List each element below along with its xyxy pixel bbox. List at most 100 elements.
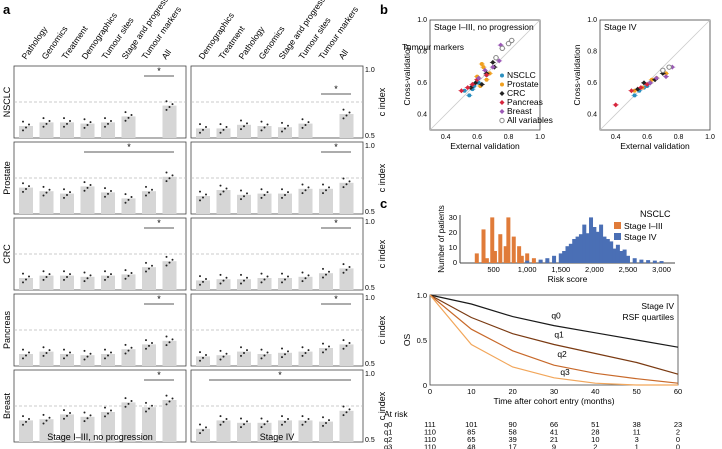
histogram-bar (646, 260, 651, 263)
panel-label-c: c (380, 196, 387, 211)
x-tick-label: 0.6 (472, 134, 482, 141)
replicate-dot (225, 417, 228, 420)
identity-line (599, 19, 711, 131)
scatter-point (638, 85, 644, 91)
x-tick-label: 3,000 (652, 265, 671, 274)
plot-title: Stage I–III, no progression (434, 22, 534, 32)
bar (319, 421, 333, 442)
scatter-point (476, 75, 482, 81)
replicate-dot (348, 111, 351, 114)
y-tick-label: 1.0 (587, 17, 597, 24)
replicate-dot (325, 189, 327, 192)
replicate-dot (22, 182, 24, 185)
replicate-dot (205, 125, 207, 128)
histogram-bar (602, 236, 607, 263)
replicate-dot (301, 423, 304, 426)
histogram-bar (632, 258, 637, 263)
replicate-dot (260, 426, 263, 429)
plot-title: Stage IV (604, 22, 637, 32)
axis-label: c index (377, 87, 387, 116)
replicate-dot (151, 264, 153, 267)
curve-label: q1 (554, 330, 564, 340)
replicate-dot (284, 127, 286, 130)
bar (278, 193, 292, 214)
replicate-dot (25, 278, 27, 281)
replicate-dot (63, 278, 65, 281)
curve-label: q2 (557, 349, 567, 359)
replicate-dot (243, 423, 245, 426)
x-tick-label: 1.0 (705, 134, 715, 141)
bar (60, 193, 74, 214)
replicate-dot (151, 404, 153, 407)
replicate-dot (130, 399, 133, 402)
tick-label: 0.5 (365, 285, 375, 292)
replicate-dot (171, 174, 174, 177)
bar (196, 356, 210, 366)
bar (319, 348, 333, 366)
tick-label: 1.0 (365, 143, 375, 150)
replicate-dot (287, 275, 289, 278)
plot-frame (429, 294, 679, 386)
histogram-bar (506, 217, 511, 263)
replicate-dot (342, 405, 345, 408)
x-tick-label: 2,000 (585, 265, 604, 274)
scatter-point (647, 80, 653, 86)
replicate-dot (348, 341, 351, 344)
replicate-dot (301, 271, 304, 274)
replicate-dot (25, 188, 27, 191)
bar (19, 354, 33, 366)
replicate-dot (345, 411, 348, 414)
replicate-dot (168, 106, 171, 109)
replicate-dot (199, 359, 201, 362)
replicate-dot (199, 190, 201, 193)
y-tick-label: 30 (449, 213, 457, 222)
replicate-dot (104, 348, 106, 351)
replicate-dot (287, 417, 289, 420)
legend-marker (499, 117, 505, 124)
replicate-dot (345, 183, 348, 186)
at-risk-count: 51 (591, 420, 599, 429)
replicate-dot (219, 184, 222, 187)
legend-title: NSCLC (640, 209, 671, 219)
replicate-dot (222, 190, 225, 193)
y-tick-label: 1.0 (417, 291, 427, 300)
histogram-bar (639, 259, 644, 263)
replicate-dot (202, 356, 204, 359)
replicate-dot (243, 352, 245, 355)
tick-label: 1.0 (365, 371, 375, 378)
replicate-dot (219, 193, 222, 196)
replicate-dot (199, 283, 201, 286)
scatter-point (482, 67, 488, 73)
histogram-bar (474, 253, 479, 263)
replicate-dot (48, 273, 51, 276)
survival-curve (429, 294, 679, 375)
replicate-dot (342, 177, 345, 180)
replicate-dot (63, 117, 65, 120)
replicate-dot (28, 351, 30, 354)
y-tick-label: 0.6 (587, 80, 597, 87)
bar (237, 194, 251, 214)
replicate-dot (63, 348, 65, 351)
replicate-dot (107, 122, 109, 125)
replicate-dot (145, 270, 147, 273)
bar (339, 268, 354, 290)
histogram-bar (538, 259, 543, 263)
tick-label: 0.5 (365, 209, 375, 216)
cancer-label: CRC (2, 244, 12, 264)
x-tick-label: 2,500 (619, 265, 638, 274)
replicate-dot (165, 403, 168, 406)
replicate-dot (148, 267, 150, 270)
y-tick-label: 0.8 (417, 48, 427, 55)
replicate-dot (42, 422, 45, 425)
x-tick-label: 0.4 (611, 134, 621, 141)
replicate-dot (127, 402, 130, 405)
replicate-dot (199, 423, 201, 426)
plot-frame (599, 19, 711, 131)
replicate-dot (28, 123, 30, 126)
at-risk-quartile: q3 (384, 443, 392, 449)
annotation: Tumour markers (402, 42, 464, 52)
bar (80, 416, 95, 442)
replicate-dot (148, 407, 150, 410)
replicate-dot (69, 273, 71, 276)
scatter-point (467, 93, 472, 98)
